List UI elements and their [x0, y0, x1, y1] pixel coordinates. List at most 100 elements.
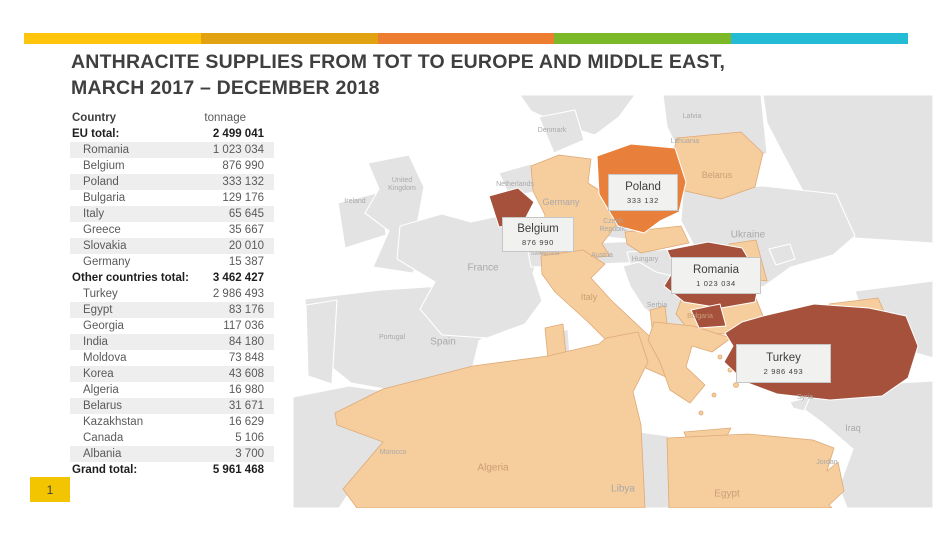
table-row: Other countries total: 3 462 427	[70, 270, 274, 286]
table-row: EU total: 2 499 041	[70, 126, 274, 142]
table-row-label: India	[83, 336, 108, 348]
map-region-portugal	[305, 299, 338, 385]
table-row-label: Grand total:	[72, 464, 138, 476]
table-row-label: Georgia	[83, 320, 124, 332]
map-region-label: Bulgaria	[687, 312, 713, 320]
accent-bar-segment-4	[554, 33, 732, 44]
table-row-label: Greece	[83, 224, 121, 236]
table-row: Georgia 117 036	[70, 318, 274, 334]
table-row-value: 73 848	[228, 352, 264, 364]
table-row: Albania 3 700	[70, 446, 274, 462]
map-region-label: Netherlands	[496, 180, 534, 188]
accent-bar-segment-5	[731, 33, 908, 44]
map-country-slovakia	[624, 225, 690, 254]
table-row-label: Slovakia	[83, 240, 127, 252]
map-region-label: Libya	[611, 483, 635, 495]
map-region-label: Hungary	[631, 255, 659, 263]
europe-map: Ireland United Kingdom Netherlands Denmark L…	[293, 95, 933, 508]
accent-bar	[24, 33, 908, 44]
map-greek-island	[717, 354, 723, 360]
table-row: Korea 43 608	[70, 366, 274, 382]
table-row-value: 117 036	[223, 320, 264, 332]
table-row: Poland 333 132	[70, 174, 274, 190]
table-row: Greece 35 667	[70, 222, 274, 238]
map-greek-island	[711, 392, 717, 398]
table-row-value: 65 645	[228, 208, 264, 220]
page-number: 1	[30, 477, 70, 502]
map-region-label: Spain	[430, 336, 456, 348]
table-row: Turkey 2 986 493	[70, 286, 274, 302]
table-row-label: Korea	[83, 368, 114, 380]
map-region-scandinavia	[519, 95, 636, 136]
table-row: Canada 5 106	[70, 430, 274, 446]
table-row: Belarus 31 671	[70, 398, 274, 414]
table-row-value: 16 980	[228, 384, 264, 396]
map-region-label: Italy	[580, 291, 598, 302]
map-country-algeria	[334, 331, 649, 508]
table-row-value: 5 961 468	[212, 464, 264, 476]
callout-tonnage-value: 333 132	[626, 195, 659, 205]
accent-bar-segment-3	[377, 33, 555, 44]
map-region-label: Morocco	[379, 448, 407, 456]
slide-title: ANTHRACITE SUPPLIES FROM TOT TO EUROPE A…	[71, 49, 725, 101]
map-region-label: Iraq	[845, 422, 861, 433]
map-country-greece	[647, 321, 732, 404]
slide-title-line2: MARCH 2017 – DECEMBER 2018	[71, 77, 380, 99]
table-row-value: 15 387	[228, 256, 264, 268]
table-row-label: Bulgaria	[83, 192, 126, 204]
table-row: Slovakia 20 010	[70, 238, 274, 254]
table-row-label: Moldova	[83, 352, 127, 364]
table-row: Belgium 876 990	[70, 158, 274, 174]
map-region-label: Switzerland	[530, 250, 560, 257]
table-row-label: Belarus	[83, 400, 122, 412]
table-row-value: 83 176	[228, 304, 264, 316]
table-row: Kazakhstan 16 629	[70, 414, 274, 430]
map-region-label: Portugal	[378, 333, 406, 341]
table-row: Romania 1 023 034	[70, 142, 274, 158]
callout-country-name: Poland	[625, 180, 661, 193]
table-header: Country tonnage	[70, 110, 274, 126]
map-region-label: Belarus	[701, 169, 733, 180]
map-region-label: Jordan	[816, 458, 838, 466]
table-row-label: Italy	[83, 208, 105, 220]
callout-country-name: Belgium	[517, 222, 559, 235]
map-region-label: Lithuania	[670, 137, 700, 145]
map-region-crimea	[768, 243, 796, 266]
table-row-value: 31 671	[228, 400, 264, 412]
table-row-label: Other countries total:	[72, 272, 189, 284]
table-row-value: 20 010	[228, 240, 264, 252]
map-country-egypt	[666, 433, 845, 508]
map-region-label: Algeria	[477, 462, 509, 474]
map-callout-belgium: Belgium 876 990	[502, 217, 574, 252]
table-row-value: 333 132	[222, 176, 264, 188]
map-region-cyprus	[789, 396, 811, 412]
table-row: Italy 65 645	[70, 206, 274, 222]
map-region-label: Syria	[797, 393, 813, 401]
slide-title-line1: ANTHRACITE SUPPLIES FROM TOT TO EUROPE A…	[71, 51, 726, 73]
table-row-value: 3 462 427	[212, 272, 264, 284]
table-row-label: EU total:	[72, 128, 120, 140]
table-row-label: Poland	[83, 176, 119, 188]
table-row-label: Egypt	[83, 304, 113, 316]
table-row: Moldova 73 848	[70, 350, 274, 366]
table-row-value: 1 023 034	[212, 144, 264, 156]
table-row-value: 3 700	[235, 448, 264, 460]
map-callout-poland: Poland 333 132	[608, 174, 678, 211]
callout-country-name: Romania	[692, 263, 740, 276]
table-row-value: 5 106	[235, 432, 264, 444]
map-region-label: Czech Republic	[599, 217, 627, 233]
callout-tonnage-value: 876 990	[521, 237, 554, 247]
supply-table: Country tonnage EU total: 2 499 041 Romani…	[70, 110, 274, 478]
map-region-label: Serbia	[646, 301, 668, 309]
table-row-label: Turkey	[83, 288, 118, 300]
table-row-value: 16 629	[228, 416, 264, 428]
map-region-label: Austria	[591, 251, 613, 259]
table-body: EU total: 2 499 041 Romania 1 023 034 Belgiu…	[70, 126, 274, 478]
map-region-label: Ukraine	[730, 229, 766, 241]
table-row-value: 35 667	[228, 224, 264, 236]
map-region-label: Latvia	[682, 112, 702, 120]
table-row-label: Algeria	[83, 384, 119, 396]
table-row-label: Germany	[83, 256, 131, 268]
table-row-value: 43 608	[228, 368, 264, 380]
